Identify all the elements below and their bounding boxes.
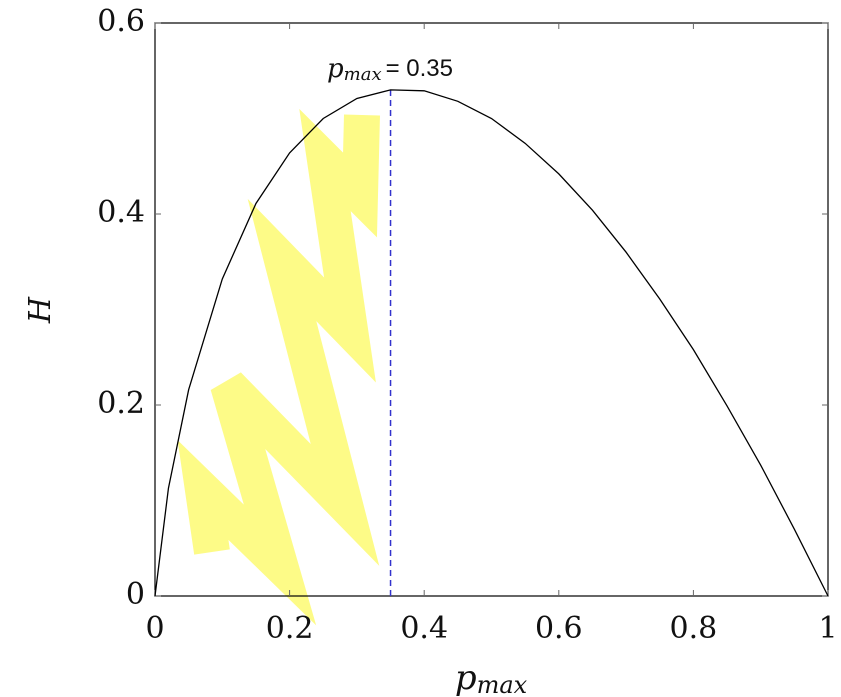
plot-frame: [154, 22, 829, 597]
y-tick-label: 0.6: [97, 4, 145, 39]
x-tick-label: 0.2: [266, 611, 314, 646]
highlight-scribble: [177, 108, 380, 626]
vline-label-sub: max: [344, 64, 382, 85]
y-axis-label: H: [23, 296, 58, 324]
vline-label-text: = 0.35: [386, 55, 453, 82]
x-axis-label-var: p: [455, 658, 477, 697]
data-line: [154, 89, 829, 597]
vline-label-var: p: [327, 54, 344, 84]
x-tick-label: 1: [818, 611, 837, 646]
y-tick-label: 0.2: [97, 386, 145, 421]
vline-label: pmax = 0.35: [327, 54, 453, 85]
x-tick-label: 0.6: [535, 611, 583, 646]
x-tick-label: 0: [145, 611, 164, 646]
y-tick-label: 0.4: [97, 195, 145, 230]
x-axis-label-sub: max: [477, 671, 528, 697]
x-tick-label: 0.8: [670, 611, 718, 646]
y-tick-label: 0: [126, 577, 145, 612]
x-tick-label: 0.4: [400, 611, 448, 646]
x-axis-label: pmax: [455, 658, 528, 697]
